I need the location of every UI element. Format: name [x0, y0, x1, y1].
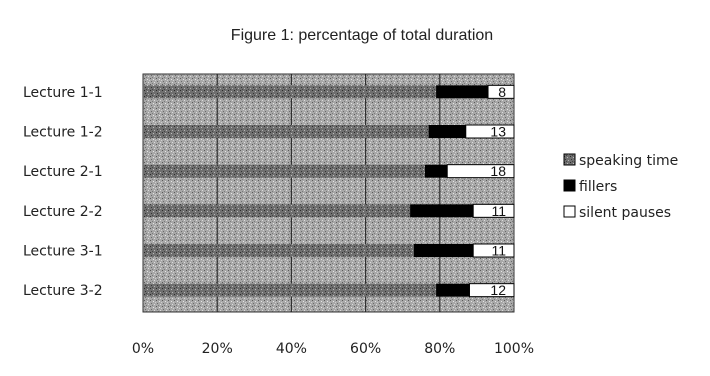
category-labels: Lecture 1-1 Lecture 1-2 Lecture 2-1 Lecture…: [23, 85, 103, 299]
category-label: Lecture 3-1: [23, 244, 103, 260]
x-tick-label: 80%: [424, 341, 455, 357]
data-label: 11: [491, 203, 506, 219]
legend-swatch-speaking-time: [563, 153, 576, 166]
bar-speaking-time: [143, 244, 414, 257]
category-label: Lecture 3-2: [23, 283, 103, 299]
legend-label-silent-pauses: silent pauses: [579, 205, 671, 221]
data-label: 12: [490, 282, 506, 298]
x-tick-label: 60%: [350, 341, 381, 357]
plot-area: [142, 73, 515, 313]
x-tick-label: 0%: [132, 341, 154, 357]
bar-silent-pauses: [468, 283, 515, 298]
bars: 8 13 18 11 11 12: [143, 84, 515, 298]
legend-swatch-silent-pauses: [563, 205, 576, 218]
data-label: 18: [490, 163, 506, 179]
x-tick-label: 40%: [276, 341, 307, 357]
bar-speaking-time: [143, 125, 429, 138]
bar-silent-pauses: [487, 84, 515, 99]
category-label: Lecture 1-2: [23, 125, 103, 141]
data-label: 13: [490, 124, 506, 140]
bar-fillers: [436, 283, 470, 297]
bar-speaking-time: [143, 85, 437, 99]
bar-speaking-time: [143, 164, 425, 178]
legend-swatch-fillers: [563, 179, 576, 192]
bar-silent-pauses: [465, 124, 515, 139]
data-label: 8: [498, 84, 506, 100]
bar-silent-pauses: [472, 203, 515, 218]
x-tick-label: 100%: [494, 341, 534, 357]
legend-label-speaking-time: speaking time: [579, 153, 678, 169]
legend-label-fillers: fillers: [579, 179, 617, 195]
data-label: 11: [491, 243, 506, 259]
category-label: Lecture 1-1: [23, 85, 103, 101]
bar-fillers: [436, 85, 489, 99]
bar-fillers: [410, 204, 474, 218]
bar-fillers: [424, 164, 448, 178]
legend: speaking time fillers silent pauses: [563, 153, 678, 221]
bar-fillers: [428, 125, 466, 138]
category-label: Lecture 2-2: [23, 204, 103, 220]
bar-silent-pauses: [472, 243, 515, 258]
bar-speaking-time: [143, 283, 437, 297]
bar-speaking-time: [143, 204, 411, 218]
x-axis-ticks: 0% 20% 40% 60% 80% 100%: [132, 341, 534, 357]
bar-silent-pauses: [446, 164, 515, 179]
chart-title: Figure 1: percentage of total duration: [231, 27, 493, 44]
x-tick-label: 20%: [202, 341, 233, 357]
category-label: Lecture 2-1: [23, 164, 103, 180]
bar-fillers: [413, 244, 474, 257]
gridlines: [216, 74, 441, 312]
